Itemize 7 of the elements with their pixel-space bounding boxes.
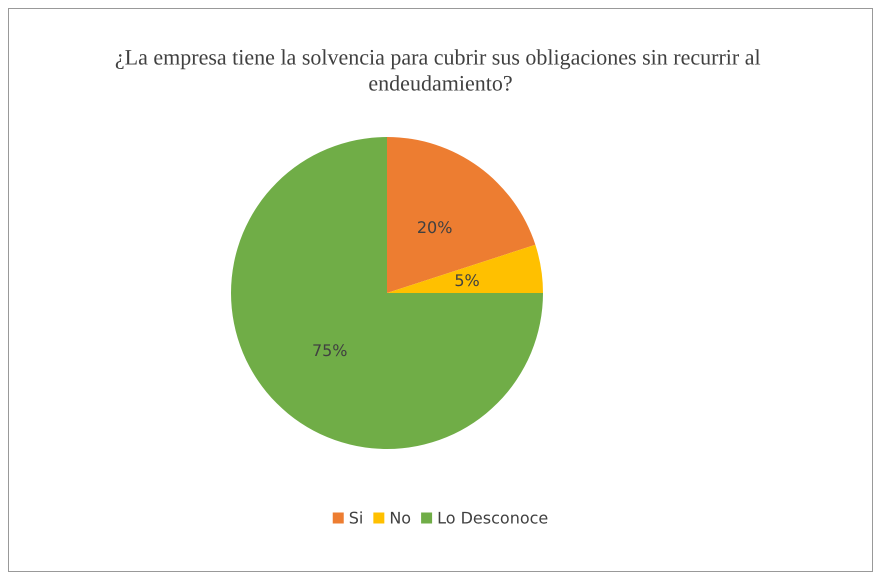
data-label: 75% [312,340,348,360]
legend-label: Si [348,508,364,528]
legend-label: No [389,508,412,528]
chart-title: ¿La empresa tiene la solvencia para cubrir sus obligaciones sin recurrir al endeudamiento? [114,44,766,96]
legend-label: Lo Desconoce [437,508,548,528]
data-label: 5% [454,270,480,290]
data-label: 20% [416,218,452,237]
